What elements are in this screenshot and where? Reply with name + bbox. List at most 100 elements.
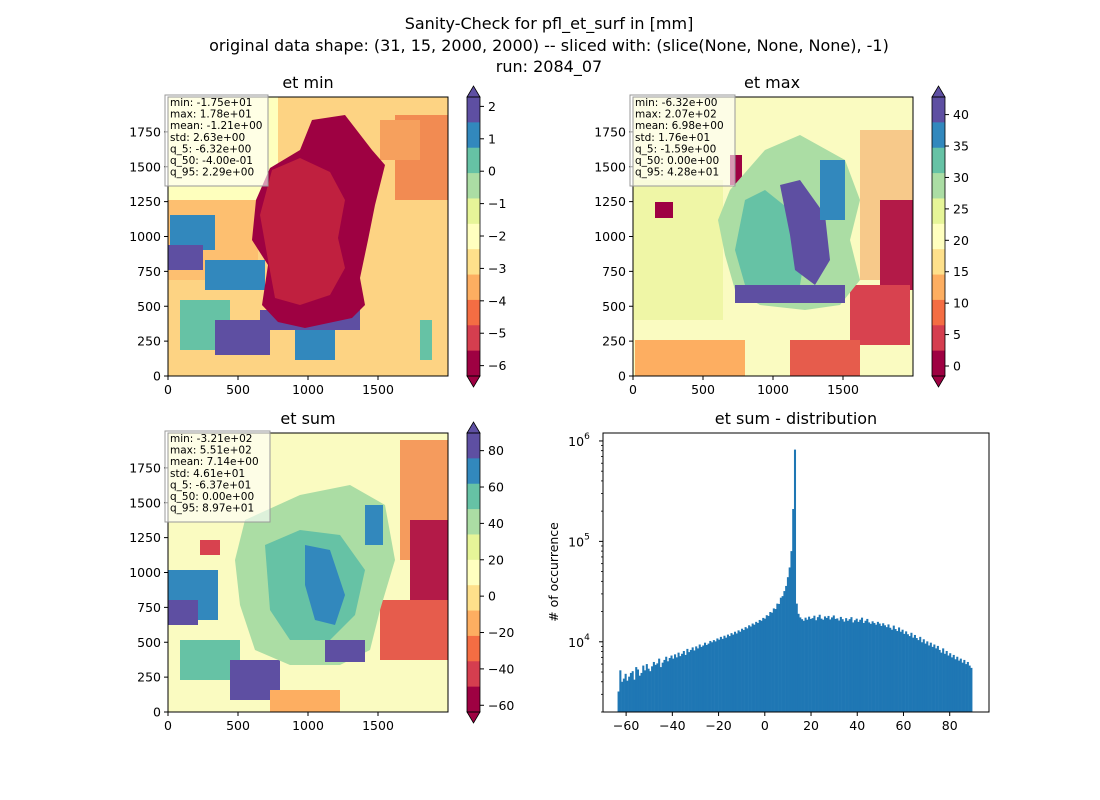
- histogram-bar: [753, 624, 756, 712]
- y-tick-label: 1750: [129, 460, 161, 475]
- histogram-bar: [892, 625, 895, 712]
- histogram-bar: [647, 668, 650, 712]
- histogram-bar: [959, 658, 962, 712]
- colorbar-tick-label: 25: [953, 201, 969, 216]
- histogram-bar: [846, 620, 849, 712]
- histogram-bar: [889, 627, 892, 712]
- histogram-bar: [808, 616, 811, 712]
- stats-line: mean: -1.21e+00: [170, 120, 262, 132]
- colorbar-et-max: 40 35 30 25 20 15 10 5 0: [931, 85, 969, 388]
- histogram-bar: [763, 618, 767, 712]
- histogram-bar: [672, 658, 675, 712]
- stats-line: std: 2.63e+00: [170, 132, 245, 144]
- histogram-bar: [862, 622, 865, 712]
- histogram-bar: [813, 615, 816, 712]
- histogram-bar: [855, 618, 858, 712]
- histogram-bar: [809, 618, 812, 712]
- histogram-bar: [898, 627, 901, 712]
- colorbar-segment: [932, 249, 945, 276]
- colorbar-tick-label: 5: [953, 327, 961, 342]
- histogram-x-tick-label: −20: [705, 718, 731, 733]
- histogram-bar: [841, 619, 844, 712]
- histogram-bar: [619, 670, 622, 712]
- histogram-bar: [638, 675, 641, 712]
- panel-et-min: et min 0 500 1000 1500 0 250 500 750 1000 1250 150…: [129, 73, 506, 397]
- histogram-bar: [947, 655, 950, 712]
- histogram-bar: [628, 676, 631, 712]
- histogram-bar: [689, 649, 692, 712]
- suptitle-line-3: run: 2084_07: [496, 57, 602, 77]
- histogram-bar: [968, 665, 971, 712]
- stats-line: q_50: -4.00e-01: [170, 155, 253, 167]
- y-tick-label: 1250: [594, 194, 626, 209]
- colorbar-segment: [467, 350, 480, 377]
- histogram-bar: [732, 634, 735, 712]
- histogram-bar: [774, 609, 777, 712]
- histogram-bar: [762, 617, 765, 712]
- histogram-bar: [834, 618, 837, 712]
- histogram-bar: [624, 673, 627, 712]
- colorbar-segment: [932, 350, 945, 377]
- x-tick-label: 500: [226, 718, 250, 733]
- histogram-bar: [665, 656, 668, 712]
- colorbar-tick-label: 30: [953, 170, 969, 185]
- histogram-bar: [822, 619, 825, 712]
- colorbar-segment: [932, 223, 945, 250]
- histogram-bar: [703, 642, 707, 712]
- histogram-bar: [797, 613, 800, 712]
- histogram-bar: [928, 645, 931, 712]
- colorbar-segment: [467, 661, 480, 688]
- histogram-bar: [640, 672, 643, 712]
- stats-line: mean: 6.98e+00: [635, 120, 724, 132]
- colorbar-tick-label: 35: [953, 139, 969, 154]
- histogram-bar: [677, 652, 680, 712]
- panel-distribution: et sum - distribution −60 −40 −20 0 20 40 60 80…: [546, 409, 990, 733]
- histogram-bar: [663, 659, 666, 712]
- axes-ticks-et-sum: 0 500 1000 1500 0 250 500 750 1000 1250 1500 1750: [129, 460, 394, 733]
- suptitle-line-2: original data shape: (31, 15, 2000, 2000…: [209, 36, 889, 55]
- histogram-bar: [816, 617, 819, 712]
- colorbar-segment: [467, 97, 480, 123]
- stats-line: q_95: 8.97e+01: [170, 503, 254, 515]
- histogram-bar: [915, 638, 918, 712]
- histogram-bar: [711, 642, 714, 712]
- histogram-bar: [631, 671, 634, 712]
- histogram-bar: [890, 629, 894, 712]
- colorbar-segment: [467, 122, 480, 149]
- colorbar-tick-label: 80: [488, 443, 504, 458]
- histogram-bar: [945, 650, 948, 712]
- histogram-bar: [681, 653, 684, 712]
- y-tick-label: 250: [137, 334, 161, 349]
- stats-line: q_5: -1.59e+00: [635, 143, 716, 155]
- histogram-bar: [629, 672, 632, 712]
- histogram-bar: [719, 636, 722, 712]
- histogram-bar: [783, 591, 786, 712]
- map-et-sum: [168, 433, 448, 712]
- histogram-bar: [940, 652, 943, 712]
- histogram-bar: [899, 631, 902, 712]
- suptitle-line-1: Sanity-Check for pfl_et_surf in [mm]: [405, 14, 694, 34]
- colorbar-tick-label: 20: [488, 552, 504, 567]
- histogram-x-tick-label: 80: [942, 718, 958, 733]
- histogram-bar: [723, 635, 726, 712]
- histogram-bar: [922, 639, 925, 712]
- histogram-y-tick-label: 104: [568, 633, 590, 650]
- y-tick-label: 1500: [594, 159, 626, 174]
- colorbar-segment: [467, 274, 480, 301]
- histogram-bar: [869, 623, 872, 712]
- histogram-bar: [617, 691, 620, 712]
- histogram-bar: [931, 646, 934, 712]
- histogram-axes: −60 −40 −20 0 20 40 60 80 104 105 106: [568, 432, 958, 733]
- colorbar-segment: [467, 509, 480, 536]
- histogram-bar: [718, 639, 721, 712]
- histogram-bar: [654, 664, 657, 712]
- histogram-bar: [882, 623, 885, 712]
- histogram-bar: [903, 633, 906, 712]
- stats-line: q_95: 2.29e+00: [170, 167, 254, 179]
- stats-line: q_5: -6.32e+00: [170, 143, 251, 155]
- y-tick-label: 750: [137, 600, 161, 615]
- histogram-bar: [885, 627, 888, 712]
- panel-title-et-min: et min: [282, 73, 333, 92]
- histogram-bar: [730, 633, 733, 712]
- colorbar-segment: [467, 483, 480, 510]
